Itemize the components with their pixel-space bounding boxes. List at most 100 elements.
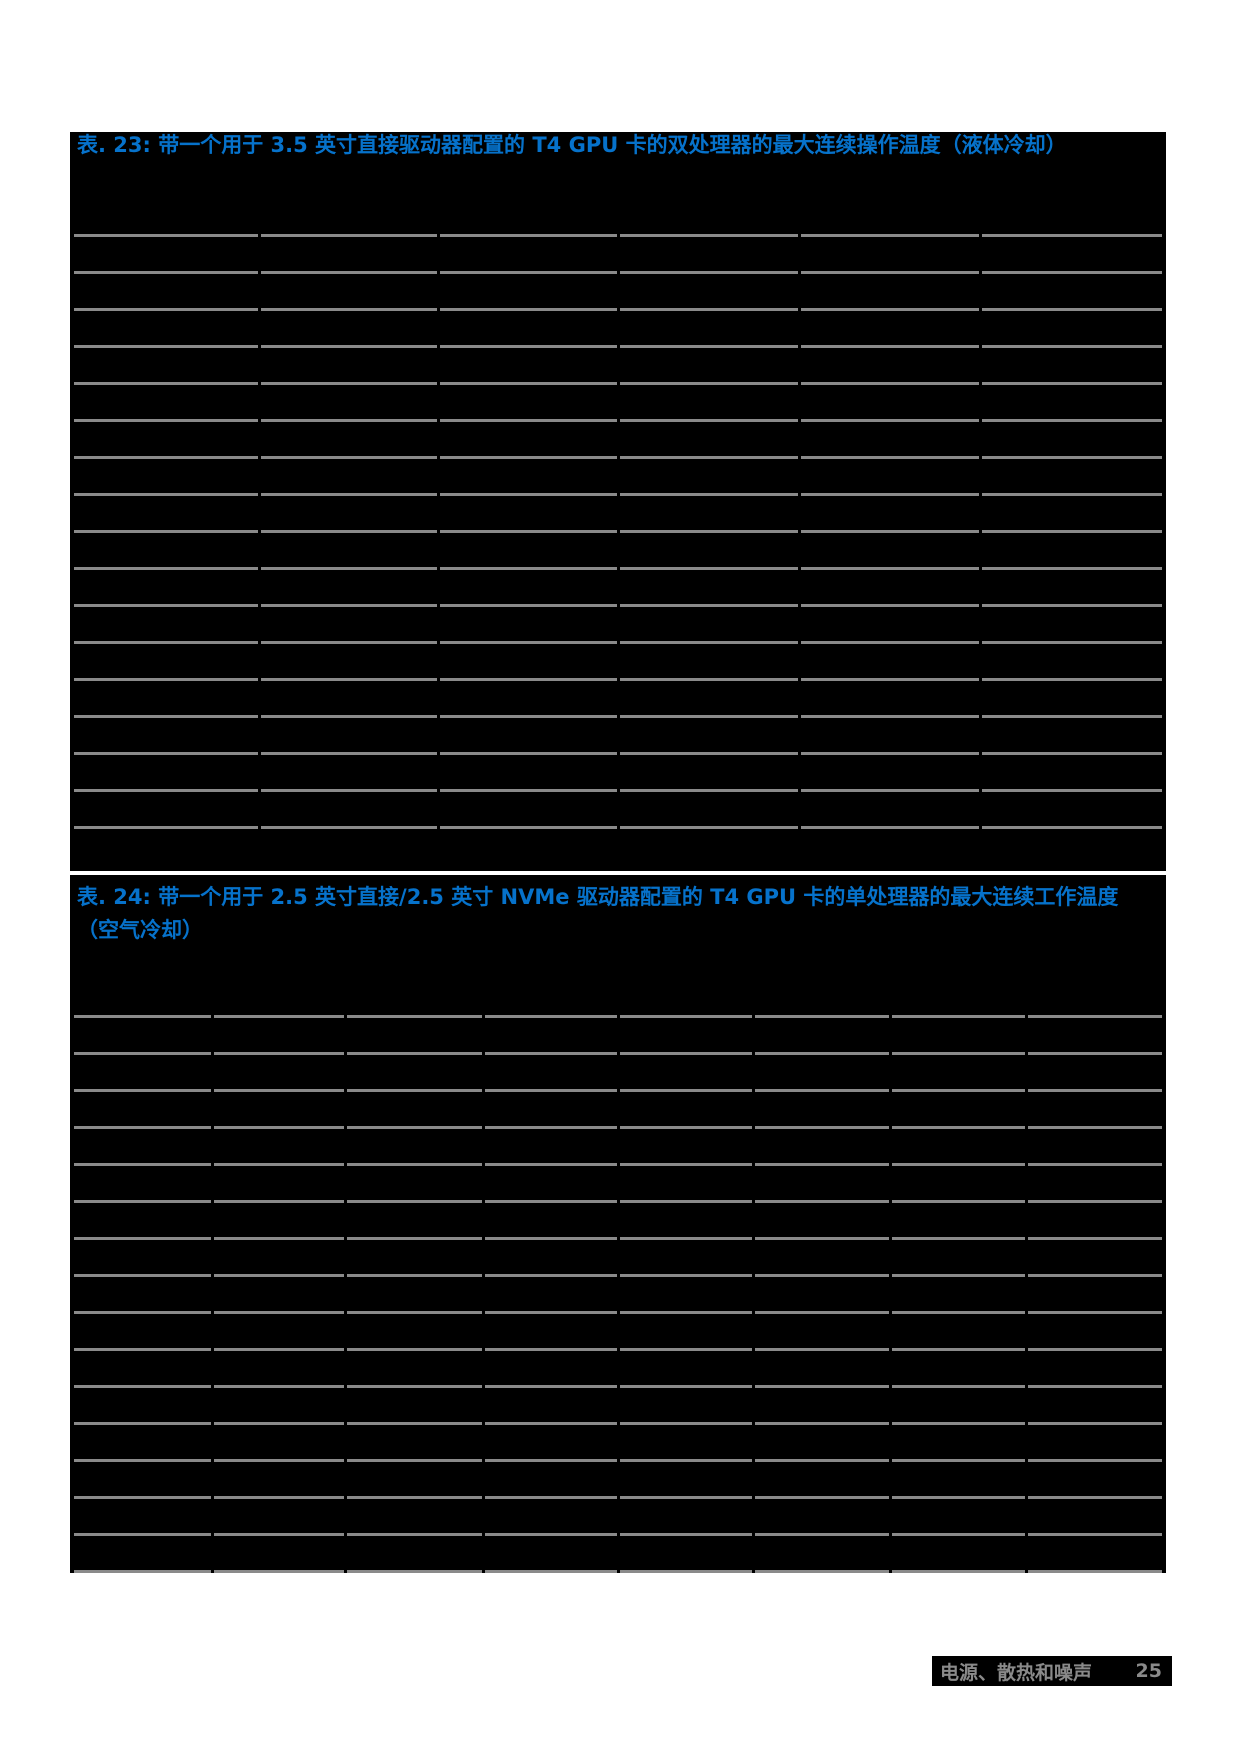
table-24-title: 表. 24: 带一个用于 2.5 英寸直接/2.5 英寸 NVMe 驱动器配置的… <box>77 885 1119 942</box>
table-cell <box>800 274 979 311</box>
table-cell <box>214 950 344 1018</box>
table-cell <box>800 570 979 607</box>
table-cell <box>981 792 1163 829</box>
table-cell <box>440 792 618 829</box>
table-cell <box>74 237 259 274</box>
table-cell <box>261 385 438 422</box>
table-cell <box>1027 1536 1162 1573</box>
table-cell <box>485 1203 617 1240</box>
table-cell <box>74 1203 212 1240</box>
table-cell <box>981 385 1163 422</box>
table-cell <box>214 1314 344 1351</box>
table-cell <box>620 348 798 385</box>
table-cell <box>619 1277 752 1314</box>
table-cell <box>214 1203 344 1240</box>
table-cell <box>1027 1203 1162 1240</box>
table-cell <box>892 1055 1025 1092</box>
table-cell <box>346 1425 483 1462</box>
table-cell <box>485 1055 617 1092</box>
table-cell <box>754 1092 890 1129</box>
table-cell <box>261 496 438 533</box>
table-cell <box>620 570 798 607</box>
table-cell <box>620 829 798 871</box>
table-cell <box>261 829 438 871</box>
table-cell <box>754 1129 890 1166</box>
table-cell <box>754 1536 890 1573</box>
table-cell <box>485 1129 617 1166</box>
table-cell <box>261 533 438 570</box>
table-cell <box>261 607 438 644</box>
table-row <box>74 1166 1162 1203</box>
table-cell <box>440 533 618 570</box>
page-number: 25 <box>1135 1660 1162 1682</box>
table-row <box>74 718 1163 755</box>
table-cell <box>892 1092 1025 1129</box>
table-row <box>74 681 1163 718</box>
table-cell <box>485 1240 617 1277</box>
table-cell <box>892 950 1025 1018</box>
table-cell <box>619 1536 752 1573</box>
table-cell <box>214 1351 344 1388</box>
table-row <box>74 1277 1162 1314</box>
table-cell <box>74 459 259 496</box>
table-cell <box>346 950 483 1018</box>
table-cell <box>440 385 618 422</box>
table-cell <box>620 459 798 496</box>
table-cell <box>261 237 438 274</box>
table-row <box>74 311 1163 348</box>
table-cell <box>74 274 259 311</box>
table-cell <box>754 1499 890 1536</box>
table-cell <box>74 681 259 718</box>
table-row <box>74 274 1163 311</box>
table-cell <box>261 755 438 792</box>
table-cell <box>1027 1314 1162 1351</box>
table-cell <box>981 829 1163 871</box>
table-cell <box>981 274 1163 311</box>
table-cell <box>440 165 618 237</box>
table-cell <box>754 1203 890 1240</box>
table-cell <box>800 533 979 570</box>
table-header-row <box>74 165 1163 237</box>
table-cell <box>1027 1425 1162 1462</box>
table-row <box>74 1240 1162 1277</box>
table-row <box>74 237 1163 274</box>
table-cell <box>261 570 438 607</box>
table-row <box>74 1092 1162 1129</box>
table-cell <box>346 1499 483 1536</box>
table-cell <box>74 533 259 570</box>
table-cell <box>1027 1166 1162 1203</box>
table-row <box>74 1314 1162 1351</box>
table-row <box>74 1462 1162 1499</box>
table-cell <box>214 1277 344 1314</box>
table-cell <box>754 1018 890 1055</box>
table-cell <box>74 1055 212 1092</box>
table-cell <box>619 1351 752 1388</box>
table-cell <box>485 1351 617 1388</box>
table-cell <box>261 311 438 348</box>
table-cell <box>1027 1092 1162 1129</box>
table-cell <box>440 681 618 718</box>
table-cell <box>619 1240 752 1277</box>
table-row <box>74 570 1163 607</box>
table-cell <box>74 792 259 829</box>
table-cell <box>620 274 798 311</box>
table-cell <box>74 165 259 237</box>
table-cell <box>74 755 259 792</box>
table-cell <box>892 1499 1025 1536</box>
table-cell <box>620 385 798 422</box>
table-cell <box>346 1462 483 1499</box>
table-row <box>74 1055 1162 1092</box>
table-cell <box>485 1536 617 1573</box>
table-cell <box>620 607 798 644</box>
table-cell <box>620 165 798 237</box>
table-cell <box>981 644 1163 681</box>
table-cell <box>754 1425 890 1462</box>
table-cell <box>74 1129 212 1166</box>
table-cell <box>620 533 798 570</box>
table-cell <box>346 1536 483 1573</box>
table-cell <box>214 1129 344 1166</box>
table-row <box>74 1129 1162 1166</box>
table-cell <box>800 829 979 871</box>
table-cell <box>981 681 1163 718</box>
